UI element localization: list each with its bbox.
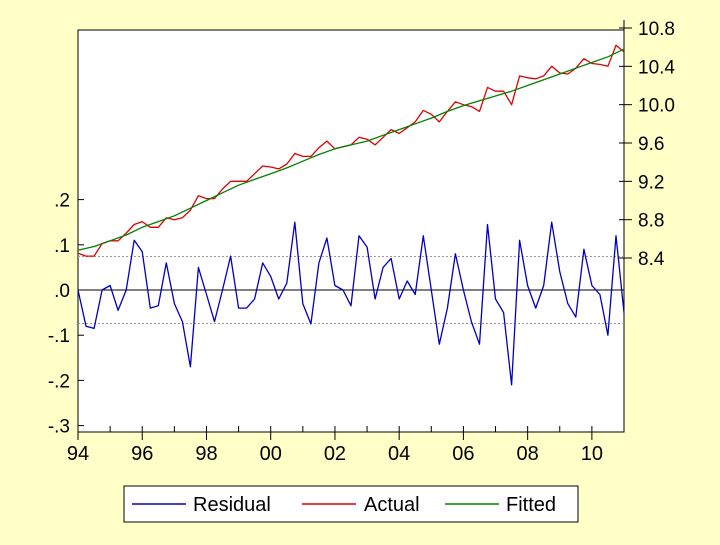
- left-tick-label: .2: [54, 191, 70, 212]
- x-tick-label: 94: [67, 443, 89, 465]
- x-tick-label: 98: [195, 443, 217, 465]
- x-tick-label: 00: [260, 443, 282, 465]
- right-tick-label: 10.8: [638, 19, 675, 40]
- right-tick-label: 8.4: [638, 249, 665, 270]
- left-tick-label: -.3: [48, 417, 70, 438]
- x-tick-label: 04: [388, 443, 410, 465]
- x-axis: 94 96 98 00 02 04 06 08 10: [67, 426, 625, 465]
- left-tick-label: -.1: [48, 326, 70, 347]
- legend-residual-label: Residual: [193, 494, 271, 516]
- right-tick-label: 9.6: [638, 134, 664, 155]
- x-tick-label: 06: [452, 443, 474, 465]
- right-tick-label: 10.4: [638, 57, 675, 78]
- reference-lines: [78, 256, 624, 324]
- left-axis: .2 .1 .0 -.1 -.2 -.3: [48, 191, 84, 438]
- left-tick-label: .0: [54, 281, 70, 302]
- right-axis: 10.8 10.4 10.0 9.6 9.2 8.8 8.4: [619, 19, 675, 270]
- right-tick-label: 8.8: [638, 211, 664, 232]
- x-tick-label: 10: [581, 443, 603, 465]
- series-line-residual: [77, 221, 625, 386]
- x-tick-label: 08: [517, 443, 539, 465]
- x-tick-label: 02: [324, 443, 346, 465]
- left-tick-label: -.2: [48, 371, 70, 392]
- legend-fitted-label: Fitted: [506, 494, 556, 516]
- legend-actual-label: Actual: [364, 494, 420, 516]
- series-layer: [77, 44, 625, 386]
- right-tick-label: 9.2: [638, 172, 664, 193]
- left-tick-label: .1: [54, 236, 70, 257]
- legend: Residual Actual Fitted: [123, 485, 579, 523]
- series-line-fitted: [77, 48, 625, 251]
- x-tick-label: 96: [131, 443, 153, 465]
- plot-area: [77, 29, 625, 433]
- right-tick-label: 10.0: [638, 96, 675, 117]
